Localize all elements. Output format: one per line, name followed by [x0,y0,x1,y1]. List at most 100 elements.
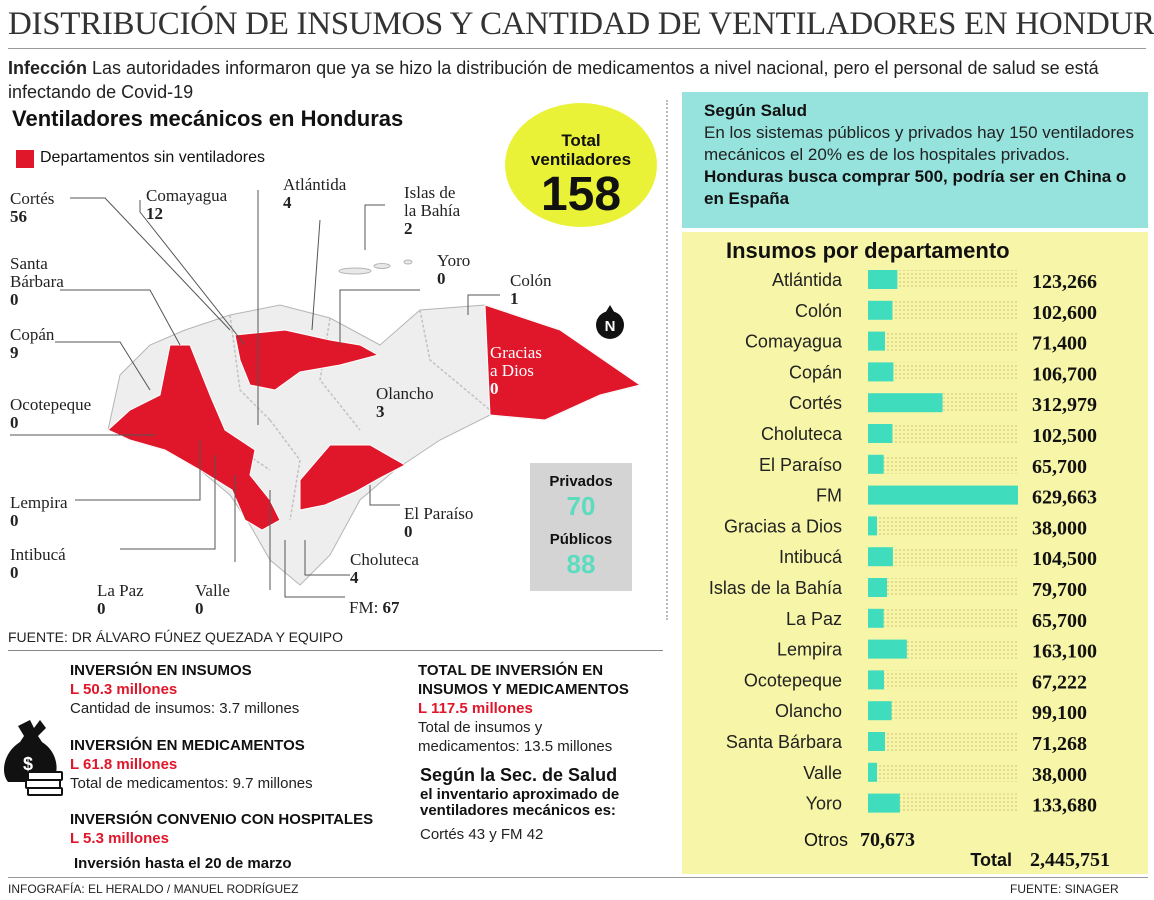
bar [868,793,900,813]
chart-total-value: 2,445,751 [1030,849,1110,871]
category-label: Comayagua [745,332,843,352]
value-label: 67,222 [1032,671,1087,693]
bar-track [868,270,1018,289]
dept-name: Ocotepeque [10,395,92,414]
category-label: Cortés [789,393,842,413]
dept-name-line2: la Bahía [404,201,461,220]
bar [868,424,893,443]
category-label: Olancho [775,701,842,721]
category-label: Valle [803,763,842,783]
dept-value: 1 [510,289,519,308]
dept-value: 0 [97,599,106,618]
mid-divider [8,650,663,651]
value-label: 38,000 [1032,517,1087,539]
bar-track [868,547,1018,567]
category-label: Atlántida [772,270,843,290]
category-label: Lempira [777,640,843,660]
inversion-insumos-detail: Cantidad de insumos: 3.7 millones [70,700,300,717]
dept-name: Copán [10,325,55,344]
dept-name: Intibucá [10,545,66,564]
value-label: 133,680 [1032,795,1097,817]
category-label: Santa Bárbara [726,732,843,752]
dept-value: 3 [376,402,385,421]
legend-swatch [16,150,34,168]
ventiladores-title: Ventiladores mecánicos en Honduras [12,106,404,131]
value-label: 629,663 [1032,487,1097,509]
inversion-convenio-amount: L 5.3 millones [70,830,169,847]
dept-value: 0 [10,413,19,432]
bar [868,639,907,659]
inversion-total-amount: L 117.5 millones [418,700,533,717]
dept-value: 0 [404,522,413,541]
chart-title: Insumos por departamento [726,238,1010,263]
dept-label-olancho: Olancho 3 [376,385,434,421]
bar-track [868,362,1018,382]
money-bag-icon: $ [4,720,63,796]
dept-name: El Paraíso [404,504,474,523]
map-source: FUENTE: DR ÁLVARO FÚNEZ QUEZADA Y EQUIPO [8,629,344,645]
value-label: 71,268 [1032,733,1087,755]
dept-value: 0 [10,290,19,309]
credit-right: FUENTE: SINAGER [1010,882,1119,896]
otros-value: 70,673 [860,829,915,851]
legend-label: Departamentos sin ventiladores [40,149,266,166]
svg-text:$: $ [23,754,33,774]
dept-label-el-paraiso: El Paraíso 0 [404,505,473,541]
dept-label-choluteca: Choluteca 4 [350,551,419,587]
value-label: 102,500 [1032,425,1097,447]
dept-label-copan: Copán 9 [10,326,54,362]
value-label: 163,100 [1032,641,1097,663]
dept-label-islas-de-la-bahia: Islas de la Bahía 2 [404,184,460,238]
inversion-convenio-detail: Inversión hasta el 20 de marzo [74,855,292,872]
total-label-line2: ventiladores [530,150,632,169]
dept-name: Olancho [376,384,434,403]
headline: DISTRIBUCIÓN DE INSUMOS Y CANTIDAD DE VE… [8,6,1154,42]
value-label: 106,700 [1032,363,1097,385]
total-label-line1: Total [561,131,601,150]
bar [868,670,885,690]
inversion-medicamentos-amount: L 61.8 millones [70,756,178,773]
vertical-divider [666,100,668,620]
dept-name: Yoro [437,251,471,270]
intro-lead: Infección [8,58,88,78]
value-label: 38,000 [1032,764,1087,786]
category-label: Colón [795,301,842,321]
bar [868,485,1018,505]
sec-salud-subtitle: el inventario aproximado de ventiladores… [420,786,620,819]
bars-group: Atlántida 123,266 Colón 102,600 Comayagua 71,… [709,270,1097,817]
value-label: 312,979 [1032,394,1097,416]
intro-text: Las autoridades informaron que ya se hiz… [8,58,1099,102]
region-yoro [234,329,380,391]
privados-label: Privados [549,473,613,490]
dept-value: 0 [490,379,499,398]
category-label: FM [816,486,842,506]
bar-track [868,608,1018,628]
dept-value: 4 [283,193,292,212]
bar-track [868,793,1018,813]
segun-salud-highlight: Honduras busca comprar 500, podría ser e… [704,167,1127,208]
inversion-insumos-title: INVERSIÓN EN INSUMOS [70,662,252,679]
dept-name: Santa [10,254,48,273]
sec-salud-title: Según la Sec. de Salud [420,765,618,785]
insumos-bar-chart: Atlántida 123,266 Colón 102,600 Comayagua 71,… [709,270,1110,871]
bar [868,701,892,721]
dept-name: Islas de [404,183,456,202]
dept-name: Atlántida [283,175,347,194]
north-arrow: N [596,305,624,339]
map-internal-borders [199,309,491,521]
intro-paragraph: Infección Las autoridades informaron que… [8,56,1148,104]
dept-value: 0 [195,599,204,618]
inversion-medicamentos-title: INVERSIÓN EN MEDICAMENTOS [70,737,305,754]
value-label: 79,700 [1032,579,1087,601]
inversion-total-detail-2: medicamentos: 13.5 millones [418,738,613,755]
dept-label-valle: Valle 0 [195,582,230,618]
value-label: 65,700 [1032,456,1087,478]
category-label: El Paraíso [759,455,842,475]
category-label: La Paz [786,609,842,629]
bar-track [868,454,1018,474]
dept-value: 4 [350,568,359,587]
dept-label-gracias-a-dios: Gracias a Dios 0 [490,344,542,398]
insumos-chart-panel: Insumos por departamento Atlántida 123,26… [682,232,1148,874]
dept-name: FM: [349,598,383,617]
dept-name: La Paz [97,581,144,600]
